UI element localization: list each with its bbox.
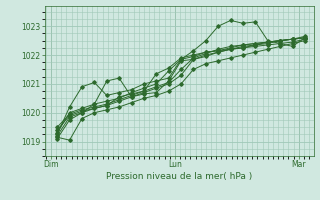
X-axis label: Pression niveau de la mer( hPa ): Pression niveau de la mer( hPa ) bbox=[106, 172, 252, 181]
